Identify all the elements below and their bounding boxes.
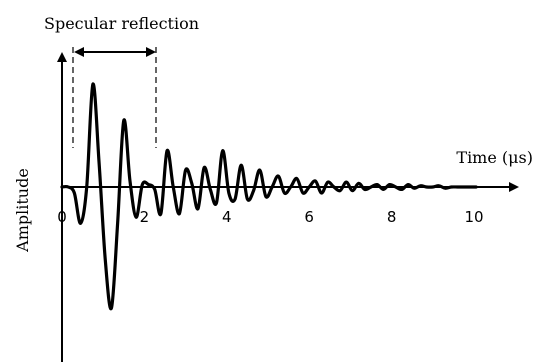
x-tick-label: 6 bbox=[304, 208, 314, 226]
x-tick-label: 4 bbox=[222, 208, 232, 226]
x-tick-label: 10 bbox=[464, 208, 483, 226]
x-axis-label: Time (μs) bbox=[456, 148, 533, 167]
x-tick-label: 2 bbox=[140, 208, 150, 226]
y-axis-label: Amplitude bbox=[13, 168, 32, 253]
x-tick-label: 8 bbox=[387, 208, 397, 226]
x-tick-label: 0 bbox=[57, 208, 67, 226]
annotation-label: Specular reflection bbox=[44, 14, 199, 33]
series-line bbox=[60, 82, 478, 311]
x-tick-labels: 0 2 4 6 8 10 bbox=[57, 208, 483, 226]
